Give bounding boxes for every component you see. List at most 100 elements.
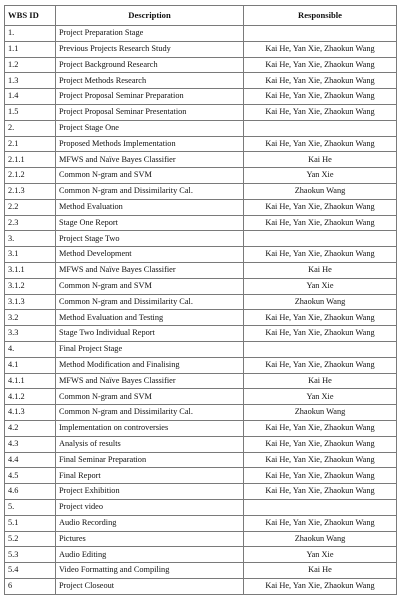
wbs-id-cell: 3.3 [4,325,56,342]
wbs-id-cell: 3.1.1 [4,261,56,279]
wbs-id-cell: 1.2 [4,56,56,74]
table-row: 2.2 Method Evaluation Kai He, Yan Xie, Zha… [4,198,397,216]
responsible-cell: Kai He, Yan Xie, Zhaokun Wang [243,103,397,121]
description-cell: Common N-gram and Dissimilarity Cal. [55,182,244,200]
responsible-cell [243,340,397,358]
responsible-cell: Kai He, Yan Xie, Zhaokun Wang [243,198,397,216]
table-row: 4. Final Project Stage [4,340,397,358]
table-header-row: WBS ID Description Responsible [4,5,397,26]
table-row: 2.3 Stage One Report Kai He, Yan Xie, Zhao… [4,214,397,232]
responsible-cell: Yan Xie [243,546,397,564]
description-cell: MFWS and Naïve Bayes Classifier [55,261,244,279]
description-cell: Pictures [55,530,244,548]
wbs-id-cell: 3.1 [4,246,56,263]
wbs-id-cell: 3.1.2 [4,277,56,295]
responsible-cell [243,498,397,516]
responsible-cell: Kai He, Yan Xie, Zhaokun Wang [243,419,397,437]
wbs-table-container: WBS ID Description Responsible 1. Project… [4,5,397,595]
responsible-cell: Kai He [243,562,397,579]
wbs-id-cell: 6 [4,577,56,595]
responsible-cell [243,230,397,248]
wbs-id-cell: 1.3 [4,72,56,90]
wbs-id-cell: 1.4 [4,88,56,105]
table-row: 2.1.2 Common N-gram and SVM Yan Xie [4,167,397,184]
table-row: 2.1.3 Common N-gram and Dissimilarity Cal… [4,182,397,200]
description-cell: Audio Recording [55,514,244,532]
responsible-cell: Kai He, Yan Xie, Zhaokun Wang [243,451,397,469]
description-cell: Stage Two Individual Report [55,325,244,342]
table-row: 5.1 Audio Recording Kai He, Yan Xie, Zhaok… [4,514,397,532]
responsible-cell: Zhaokun Wang [243,182,397,200]
description-cell: Method Evaluation and Testing [55,309,244,327]
table-row: 2. Project Stage One [4,119,397,137]
wbs-id-cell: 5.2 [4,530,56,548]
wbs-id-cell: 3.2 [4,309,56,327]
description-cell: Common N-gram and Dissimilarity Cal. [55,404,244,421]
table-row: 6 Project Closeout Kai He, Yan Xie, Zhaoku… [4,577,397,595]
responsible-cell: Yan Xie [243,277,397,295]
table-row: 3.1.3 Common N-gram and Dissimilarity Cal… [4,293,397,311]
wbs-id-cell: 4.3 [4,435,56,453]
table-row: 1.5 Project Proposal Seminar Presentation… [4,103,397,121]
description-cell: Project video [55,498,244,516]
wbs-id-cell: 2.2 [4,198,56,216]
table-row: 4.1.3 Common N-gram and Dissimilarity Cal… [4,404,397,421]
table-row: 4.1 Method Modification and Finalising Kai… [4,356,397,374]
responsible-cell: Kai He, Yan Xie, Zhaokun Wang [243,514,397,532]
wbs-id-cell: 5.4 [4,562,56,579]
description-cell: Final Project Stage [55,340,244,358]
responsible-cell: Kai He, Yan Xie, Zhaokun Wang [243,483,397,500]
table-row: 4.5 Final Report Kai He, Yan Xie, Zhaokun … [4,467,397,485]
wbs-id-cell: 4.2 [4,419,56,437]
description-cell: Project Stage One [55,119,244,137]
description-cell: Project Proposal Seminar Preparation [55,88,244,105]
responsible-cell: Kai He, Yan Xie, Zhaokun Wang [243,72,397,90]
description-cell: Method Evaluation [55,198,244,216]
description-cell: Previous Projects Research Study [55,40,244,58]
description-cell: MFWS and Naïve Bayes Classifier [55,151,244,169]
description-cell: Common N-gram and Dissimilarity Cal. [55,293,244,311]
wbs-id-cell: 1.1 [4,40,56,58]
table-row: 3. Project Stage Two [4,230,397,248]
header-description: Description [55,5,244,26]
table-row: 1.4 Project Proposal Seminar Preparation K… [4,88,397,105]
table-row: 5. Project video [4,498,397,516]
wbs-id-cell: 4.1 [4,356,56,374]
table-row: 3.3 Stage Two Individual Report Kai He, Ya… [4,325,397,342]
description-cell: Project Proposal Seminar Presentation [55,103,244,121]
table-row: 3.1.2 Common N-gram and SVM Yan Xie [4,277,397,295]
responsible-cell: Kai He [243,151,397,169]
table-row: 3.2 Method Evaluation and Testing Kai He, … [4,309,397,327]
responsible-cell: Kai He, Yan Xie, Zhaokun Wang [243,246,397,263]
table-row: 4.6 Project Exhibition Kai He, Yan Xie, Zh… [4,483,397,500]
responsible-cell: Zhaokun Wang [243,293,397,311]
description-cell: MFWS and Naïve Bayes Classifier [55,372,244,390]
description-cell: Project Stage Two [55,230,244,248]
description-cell: Stage One Report [55,214,244,232]
table-row: 4.1.1 MFWS and Naïve Bayes Classifier Kai … [4,372,397,390]
wbs-id-cell: 5.3 [4,546,56,564]
responsible-cell: Zhaokun Wang [243,404,397,421]
responsible-cell: Kai He, Yan Xie, Zhaokun Wang [243,577,397,595]
table-row: 2.1 Proposed Methods Implementation Kai He… [4,135,397,153]
description-cell: Implementation on controversies [55,419,244,437]
wbs-id-cell: 1.5 [4,103,56,121]
description-cell: Project Preparation Stage [55,25,244,42]
table-row: 1. Project Preparation Stage [4,25,397,42]
wbs-id-cell: 2.3 [4,214,56,232]
description-cell: Proposed Methods Implementation [55,135,244,153]
wbs-id-cell: 3.1.3 [4,293,56,311]
description-cell: Common N-gram and SVM [55,388,244,406]
wbs-id-cell: 1. [4,25,56,42]
description-cell: Project Background Research [55,56,244,74]
description-cell: Project Closeout [55,577,244,595]
responsible-cell: Kai He, Yan Xie, Zhaokun Wang [243,40,397,58]
table-row: 5.2 Pictures Zhaokun Wang [4,530,397,548]
responsible-cell: Kai He, Yan Xie, Zhaokun Wang [243,435,397,453]
wbs-id-cell: 3. [4,230,56,248]
responsible-cell: Kai He, Yan Xie, Zhaokun Wang [243,467,397,485]
description-cell: Final Seminar Preparation [55,451,244,469]
wbs-id-cell: 4.4 [4,451,56,469]
table-body: 1. Project Preparation Stage 1.1 Previous P… [4,25,397,595]
table-row: 1.2 Project Background Research Kai He, Ya… [4,56,397,74]
